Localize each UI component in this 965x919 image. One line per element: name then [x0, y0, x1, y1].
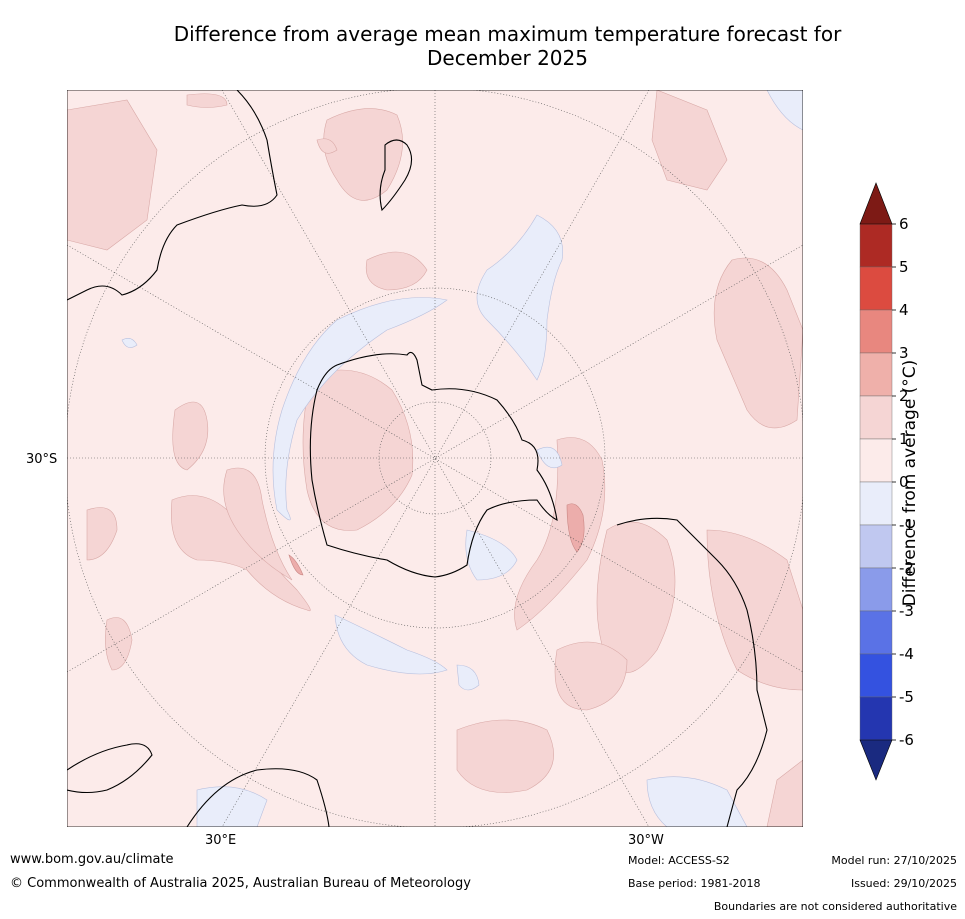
colorbar-title: Difference from average (°C) — [900, 359, 920, 607]
colorbar-tick-label: 6 — [899, 215, 909, 233]
colorbar-bin — [859, 524, 893, 569]
new-zealand-coast — [379, 139, 413, 212]
colorbar-tick-label: -5 — [899, 688, 914, 706]
southern-africa-coast — [186, 768, 330, 827]
south-america-coast — [616, 517, 768, 827]
colorbar-bin — [859, 352, 893, 397]
colorbar-bin — [859, 266, 893, 311]
footer-model: Model: ACCESS-S2 — [628, 854, 730, 867]
colorbar-tick-label: -2 — [899, 559, 914, 577]
title-line-2: December 2025 — [427, 46, 588, 70]
colorbar-extend-bottom — [859, 739, 893, 781]
colorbar-bin — [859, 696, 893, 741]
coastlines — [67, 90, 768, 827]
colorbar-bin — [859, 567, 893, 612]
colorbar-ticks: 6 5 4 3 2 1 0 -1 -2 -3 -4 -5 -6 — [892, 215, 914, 749]
graticule — [67, 90, 803, 827]
colorbar-tick-label: -1 — [899, 516, 914, 534]
footer-copyright: © Commonwealth of Australia 2025, Austra… — [10, 876, 471, 891]
africa-coast — [67, 743, 153, 794]
colorbar-tick-label: -3 — [899, 602, 914, 620]
colorbar-tick-label: 2 — [899, 387, 909, 405]
colorbar-tick-label: 3 — [899, 344, 909, 362]
latitude-label: 30°S — [26, 452, 58, 467]
colorbar-tick-label: 0 — [899, 473, 909, 491]
footer-base-period: Base period: 1981-2018 — [628, 877, 761, 890]
colorbar-bin — [859, 653, 893, 698]
colorbar-bin — [859, 223, 893, 268]
colorbar-bin — [859, 309, 893, 354]
polar-map — [67, 90, 803, 827]
colorbar: 6 5 4 3 2 1 0 -1 -2 -3 -4 -5 -6 — [859, 182, 914, 781]
cool-anomaly-regions — [121, 90, 803, 827]
colorbar-tick-label: -4 — [899, 645, 914, 663]
antarctica-coast — [309, 351, 558, 578]
colorbar-bin — [859, 438, 893, 483]
colorbar-tick-label: 1 — [899, 430, 909, 448]
footer-model-run: Model run: 27/10/2025 — [831, 854, 957, 867]
australia-coast — [67, 90, 278, 301]
colorbar-bin — [859, 395, 893, 440]
strong-warm-anomaly-regions — [288, 503, 585, 576]
colorbar-bin — [859, 481, 893, 526]
title-line-1: Difference from average mean maximum tem… — [173, 22, 842, 46]
colorbar-extend-top — [859, 182, 893, 225]
footer-website[interactable]: www.bom.gov.au/climate — [10, 852, 174, 867]
colorbar-bins — [859, 223, 893, 741]
colorbar-tick-label: 4 — [899, 301, 909, 319]
warm-anomaly-regions — [67, 90, 803, 827]
map-title: Difference from average mean maximum tem… — [60, 22, 955, 70]
footer-disclaimer: Boundaries are not considered authoritat… — [713, 900, 957, 913]
colorbar-bin — [859, 610, 893, 655]
colorbar-tick-label: -6 — [899, 731, 914, 749]
footer-issued: Issued: 29/10/2025 — [850, 877, 957, 890]
longitude-label-east: 30°E — [205, 833, 237, 848]
longitude-label-west: 30°W — [628, 833, 664, 848]
colorbar-tick-label: 5 — [899, 258, 909, 276]
